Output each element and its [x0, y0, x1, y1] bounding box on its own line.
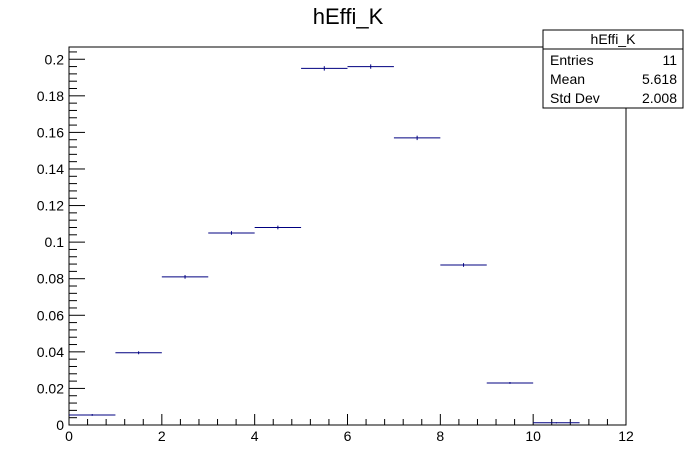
histogram-bin	[301, 66, 348, 71]
histogram-bins	[69, 64, 580, 424]
histogram-bin	[533, 422, 580, 424]
y-tick-label: 0.16	[37, 124, 64, 140]
y-tick-label: 0.18	[37, 88, 64, 104]
stats-stddev-label: Std Dev	[550, 90, 600, 106]
histogram-bin	[115, 351, 162, 355]
stats-box-title: hEffi_K	[591, 31, 637, 47]
x-tick-label: 0	[65, 428, 73, 444]
stats-box-frame	[542, 29, 684, 109]
stats-mean-label: Mean	[550, 71, 585, 87]
histogram-bin	[486, 382, 534, 384]
y-axis: 0 0.02 0.04 0.06 0.08 0.1 0.12 0.14 0.16 0.18 0.2	[37, 51, 85, 433]
x-tick-label: 2	[158, 428, 166, 444]
stats-entries-value: 11	[662, 52, 677, 68]
chart-title: hEffi_K	[313, 4, 384, 29]
y-tick-label: 0.04	[37, 344, 64, 360]
histogram-bin	[347, 64, 394, 69]
y-tick-label: 0.08	[37, 271, 64, 287]
x-tick-label: 8	[436, 428, 444, 444]
x-tick-label: 10	[525, 428, 541, 444]
x-tick-label: 6	[344, 428, 352, 444]
y-tick-label: 0.12	[37, 198, 64, 214]
histogram-bin	[69, 414, 116, 416]
stats-box: hEffi_K Entries 11 Mean 5.618 Std Dev 2.…	[542, 29, 684, 109]
histogram-bin	[254, 225, 302, 230]
y-tick-label: 0	[56, 417, 64, 433]
y-tick-label: 0.06	[37, 307, 64, 323]
y-tick-label: 0.1	[45, 234, 65, 250]
stats-mean-value: 5.618	[642, 71, 677, 87]
x-tick-label: 12	[618, 428, 634, 444]
x-tick-label: 4	[251, 428, 259, 444]
histogram-bin	[161, 275, 209, 279]
plot-frame	[68, 46, 627, 426]
stats-stddev-value: 2.008	[642, 90, 677, 106]
y-tick-label: 0.02	[37, 380, 64, 396]
x-axis: 0 2 4 6 8 10 12	[65, 414, 634, 444]
y-tick-label: 0.2	[45, 51, 65, 67]
y-tick-label: 0.14	[37, 161, 64, 177]
histogram-bin	[393, 135, 441, 141]
stats-entries-label: Entries	[550, 52, 594, 68]
histogram-bin	[440, 263, 487, 267]
histogram-bin	[208, 231, 255, 235]
